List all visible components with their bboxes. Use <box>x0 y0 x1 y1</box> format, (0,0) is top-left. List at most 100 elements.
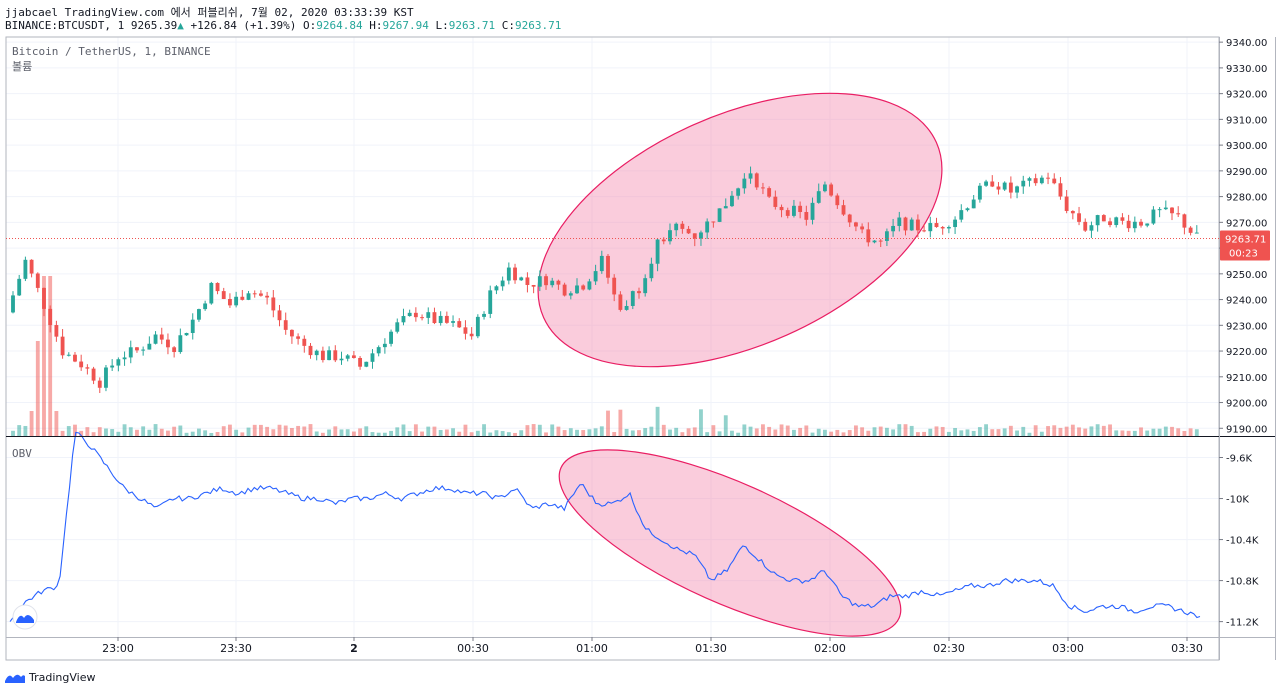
volume-bar <box>1139 427 1143 436</box>
candle-body <box>965 208 970 211</box>
x-tick-label: 01:30 <box>695 642 727 655</box>
volume-bar <box>754 428 759 436</box>
candle-body <box>1021 180 1026 187</box>
candle-body <box>246 293 251 300</box>
candle-body <box>475 316 480 337</box>
volume-bar <box>1002 428 1007 436</box>
volume-bar <box>866 430 871 436</box>
high-label: H: <box>369 19 383 32</box>
x-tick-label: 23:30 <box>220 642 252 655</box>
volume-bar <box>841 432 846 436</box>
candle-body <box>141 349 146 351</box>
y-tick-label: 9200.00 <box>1226 399 1267 410</box>
y-tick-label: 9190.00 <box>1226 424 1267 435</box>
candle-body <box>432 312 437 324</box>
volume-bar <box>66 426 71 436</box>
volume-bar <box>847 430 852 436</box>
y-tick-label: 9250.00 <box>1226 270 1267 281</box>
volume-pane-title: 볼륨 <box>12 60 33 73</box>
price-change: +126.84 (+1.39%) <box>190 19 297 32</box>
volume-bar <box>277 424 282 436</box>
candle-body <box>500 280 505 287</box>
volume-bar <box>413 424 418 436</box>
volume-bar <box>302 426 307 436</box>
low-value: 9263.71 <box>448 19 496 32</box>
candle-body <box>934 223 939 228</box>
footer-brand[interactable]: TradingView <box>4 670 95 684</box>
candle-body <box>909 219 914 231</box>
candle-body <box>612 277 617 295</box>
volume-bar <box>1064 426 1069 436</box>
candle-body <box>104 367 108 388</box>
candle-body <box>1058 183 1063 197</box>
volume-bar <box>860 427 865 436</box>
candle-body <box>506 267 511 281</box>
candle-body <box>240 296 245 300</box>
close-value: 9263.71 <box>515 19 562 32</box>
candle-body <box>946 227 951 229</box>
volume-bar <box>649 426 654 436</box>
volume-bar <box>630 430 635 436</box>
candle-body <box>302 338 307 346</box>
volume-bar <box>339 429 344 436</box>
candle-body <box>116 359 121 366</box>
volume-bar <box>314 431 319 436</box>
candle-body <box>147 343 152 350</box>
volume-bar <box>1083 428 1088 436</box>
candle-body <box>23 259 28 279</box>
candle-body <box>159 334 164 340</box>
y-tick-label: 9340.00 <box>1226 38 1267 49</box>
candle-body <box>221 291 226 299</box>
volume-bar <box>79 430 84 436</box>
volume-bar <box>11 430 15 436</box>
candle-body <box>457 321 462 328</box>
volume-bar <box>60 430 65 436</box>
candle-body <box>630 291 635 306</box>
candle-body <box>1101 215 1106 222</box>
volume-bar <box>581 430 586 436</box>
candle-body <box>1151 209 1156 224</box>
candle-body <box>668 230 672 242</box>
tv-watermark-icon <box>16 614 34 623</box>
candle-body <box>680 223 685 229</box>
candle-body <box>29 259 34 274</box>
publish-info: jjabcael TradingView.com 에서 퍼블리쉬, 7월 02,… <box>5 6 414 19</box>
volume-bar <box>717 431 722 436</box>
time-axis: 23:00 23:30 2 00:30 01:00 01:30 02:00 02:30 03:0… <box>102 637 1203 655</box>
volume-bar <box>909 425 914 436</box>
candle-body <box>637 291 641 294</box>
volume-bar <box>798 427 803 436</box>
open-label: O: <box>303 19 317 32</box>
candle-body <box>661 239 666 242</box>
volume-bar <box>73 424 77 436</box>
volume-bar <box>556 426 561 436</box>
candle-body <box>1064 196 1069 211</box>
x-tick-label: 02:30 <box>933 642 965 655</box>
candlesticks <box>11 166 1199 394</box>
volume-bar <box>345 429 350 436</box>
candle-body <box>866 229 871 243</box>
candle-body <box>1114 217 1119 226</box>
candle-body <box>984 181 988 186</box>
candle-body <box>382 343 387 348</box>
price-badge-box <box>1220 230 1270 261</box>
candle-body <box>599 255 604 272</box>
candle-body <box>172 347 177 353</box>
candle-body <box>953 219 958 228</box>
candle-body <box>333 350 338 361</box>
candle-body <box>308 345 313 356</box>
candle-body <box>872 240 877 243</box>
y-tick-label: 9280.00 <box>1226 193 1267 204</box>
candle-body <box>1008 182 1013 193</box>
obv-tick-label: -10.4K <box>1226 536 1259 547</box>
candle-body <box>1046 177 1050 179</box>
x-tick-label: 03:30 <box>1171 642 1203 655</box>
volume-bar <box>897 424 902 436</box>
candle-body <box>153 334 158 344</box>
price-badge-value: 9263.71 <box>1225 235 1266 246</box>
candle-body <box>1194 232 1199 234</box>
volume-bar <box>643 428 648 436</box>
candle-body <box>426 312 431 318</box>
candle-body <box>1033 178 1038 184</box>
